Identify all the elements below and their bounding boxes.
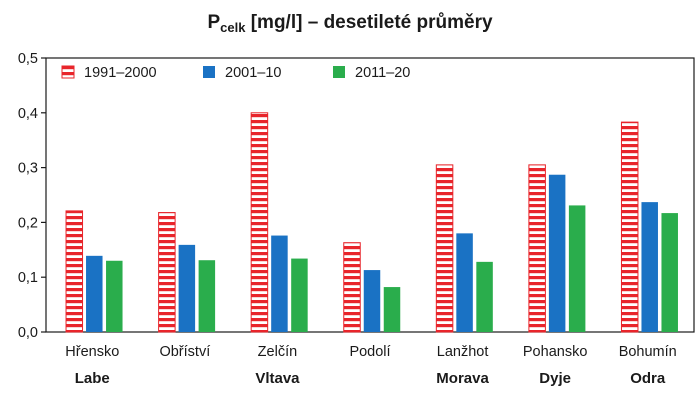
x-category-label: Zelčín [258,344,298,360]
bar [178,244,196,332]
bar [291,258,308,332]
x-category-label: Obříství [159,344,210,360]
bar [568,205,586,332]
bar [363,270,381,332]
x-category-label: Lanžhot [437,344,489,360]
bar [528,164,546,333]
x-category-label: Pohansko [523,344,588,360]
y-tick-label: 0,0 [18,325,38,341]
chart-title-main: P [207,12,221,33]
x-category-label: Hřensko [65,344,119,360]
x-category-label: Podolí [349,344,390,360]
bar [271,235,288,332]
river-label: Labe [75,370,110,387]
x-category-label: Bohumín [619,344,677,360]
legend-label: 2001–10 [225,65,281,81]
bar [158,212,176,333]
river-label: Morava [436,370,489,387]
chart-title-rest: [mg/l] – desetileté průměry [245,12,493,33]
river-label: Dyje [539,370,571,387]
bar [456,233,473,332]
bar [620,121,639,333]
legend-swatch [61,65,75,79]
y-tick-label: 0,3 [18,161,38,177]
y-tick-label: 0,1 [18,270,38,286]
bar [343,242,361,333]
bar [435,164,454,333]
y-tick-label: 0,2 [18,215,38,231]
bar [250,112,269,333]
bar [86,255,103,332]
legend-swatch [333,66,345,78]
chart-title-subscript: celk [220,20,246,35]
bar [198,260,216,332]
y-tick-label: 0,5 [18,51,38,67]
bar [548,174,566,332]
bar [641,202,658,332]
bar [106,260,123,332]
legend-swatch [203,66,215,78]
legend-label: 1991–2000 [84,65,157,81]
river-label: Odra [630,370,666,387]
y-tick-label: 0,4 [18,106,38,122]
bar [476,261,493,332]
bar [661,213,678,332]
bar [65,210,84,333]
legend-label: 2011–20 [355,65,410,81]
river-label: Vltava [255,370,300,387]
chart-title: Pcelk [mg/l] – desetileté průměry [0,12,700,35]
bar [383,287,401,332]
